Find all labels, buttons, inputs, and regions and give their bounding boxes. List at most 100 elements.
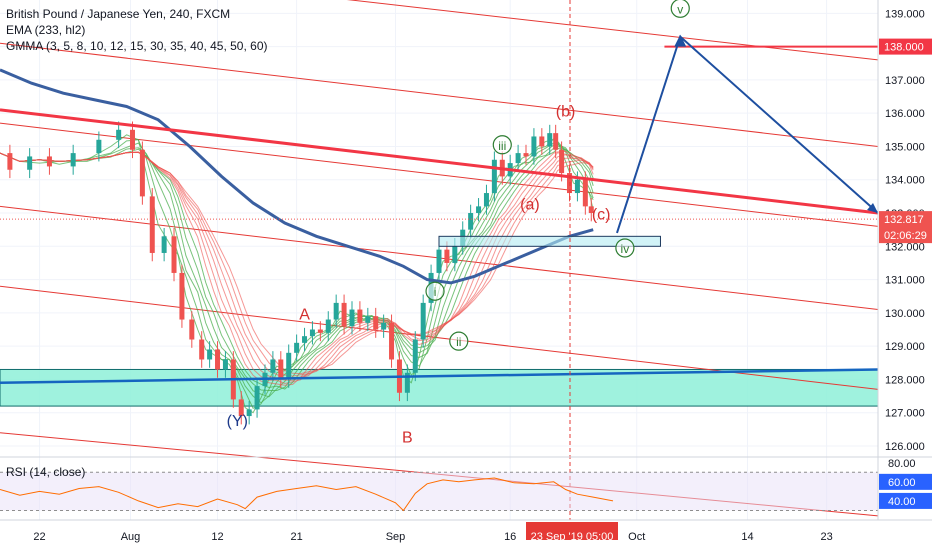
gmma-long-line [0, 151, 594, 385]
main-trend-line [0, 108, 879, 215]
candle-body [420, 302, 426, 340]
candle-body [412, 339, 418, 373]
gmma-short-line [0, 147, 594, 390]
candle-body [483, 193, 489, 207]
candle-body [286, 352, 292, 380]
crosshair-time-label: 23 Sep '19 05:00 [531, 531, 614, 543]
wave-label: iii [498, 139, 506, 153]
candle-body [452, 246, 458, 263]
wave-label-circle [615, 238, 635, 258]
candle-body [553, 133, 559, 150]
price-tick-label: 126.000 [885, 441, 925, 453]
candle-body [547, 133, 553, 147]
candle-body [199, 339, 205, 360]
candle-body [254, 386, 260, 410]
candle-body [129, 129, 135, 150]
candle-body [171, 236, 177, 273]
time-tick-label: 22 [33, 531, 45, 543]
gmma-long-line [0, 150, 594, 386]
wave-label: (a) [520, 197, 540, 214]
time-tick-label: 16 [504, 531, 516, 543]
candle-body [389, 322, 395, 360]
candle-body [215, 349, 221, 370]
candle-body [491, 159, 497, 194]
candle-body [559, 149, 565, 174]
time-tick-label: 14 [741, 531, 753, 543]
candle-body [582, 179, 588, 207]
price-tick-label: 127.000 [885, 408, 925, 420]
symbol-title: British Pound / Japanese Yen, 240, FXCM [6, 7, 231, 21]
price-tick-label: 129.000 [885, 341, 925, 353]
support-trend-line [0, 368, 879, 385]
price-tick-label: 128.000 [885, 374, 925, 386]
channel-line [0, 42, 879, 147]
candle-body [588, 206, 594, 214]
candle-body [46, 156, 52, 167]
channel-line [0, 122, 879, 227]
time-tick-label: Oct [628, 531, 645, 543]
candle-body [574, 179, 580, 194]
candle-body [207, 349, 213, 360]
last-price-tag [879, 211, 932, 244]
ema-indicator-label[interactable]: EMA (233, hl2) [6, 23, 86, 37]
rsi-indicator-label[interactable]: RSI (14, close) [6, 465, 86, 479]
price-tick-label: 135.000 [885, 141, 925, 153]
candle-body [70, 153, 76, 167]
rsi-tick-label: 40.00 [888, 496, 916, 508]
time-tick-label: 23 [820, 531, 832, 543]
candle-body [189, 319, 195, 340]
candle-body [325, 319, 331, 333]
candle-body [222, 359, 228, 370]
projection-arrowhead [674, 34, 687, 47]
retest-zone-box [438, 235, 661, 247]
wave-label-circle [425, 281, 445, 301]
time-tick-label: 21 [290, 531, 302, 543]
wave-label: v [677, 2, 683, 16]
candle-body [294, 342, 300, 353]
candle-body [349, 309, 355, 327]
candle-body [333, 302, 339, 320]
gmma-short-line [0, 145, 594, 391]
target-price-tag [879, 38, 932, 55]
candle-body [523, 153, 529, 157]
wave-label: ii [456, 335, 461, 349]
candle-body [341, 302, 347, 327]
candle-body [539, 136, 545, 147]
candle-body [7, 153, 13, 170]
gmma-indicator-label[interactable]: GMMA (3, 5, 8, 10, 12, 15, 30, 35, 40, 4… [6, 39, 268, 53]
candle-body [531, 136, 537, 157]
candle-body [309, 329, 315, 337]
candle-body [96, 139, 102, 154]
wave-label: A [299, 307, 310, 324]
ema-233-line [0, 68, 594, 285]
candle-body [139, 149, 145, 197]
gmma-long-line [0, 151, 594, 375]
rsi-tick-tag [879, 492, 932, 509]
price-tick-label: 139.000 [885, 8, 925, 20]
gmma-long-line [0, 151, 594, 379]
rsi-tick-label: 60.00 [888, 477, 916, 489]
candle-body [381, 322, 387, 330]
candle-body [373, 316, 379, 330]
candle-body [515, 153, 521, 164]
gmma-short-line [0, 143, 594, 398]
projection-end-arrowhead [867, 203, 878, 214]
wave-label-circle [449, 331, 469, 351]
wave-label: iv [621, 242, 630, 256]
rsi-line [0, 477, 614, 512]
channel-line [346, 0, 879, 61]
price-tick-label: 137.000 [885, 75, 925, 87]
price-tick-label: 132.000 [885, 241, 925, 253]
candle-body [161, 236, 167, 253]
candle-body [476, 206, 482, 214]
wave-label: (Y) [227, 413, 248, 430]
candle-body [302, 336, 308, 343]
chart-legend: British Pound / Japanese Yen, 240, FXCM … [6, 6, 268, 54]
rsi-tick-label: 80.00 [888, 458, 916, 470]
candle-body [468, 213, 474, 230]
candle-body [238, 399, 244, 417]
bar-countdown-text: 02:06:29 [884, 230, 927, 242]
price-tick-label: 130.000 [885, 308, 925, 320]
candle-body [270, 359, 276, 373]
